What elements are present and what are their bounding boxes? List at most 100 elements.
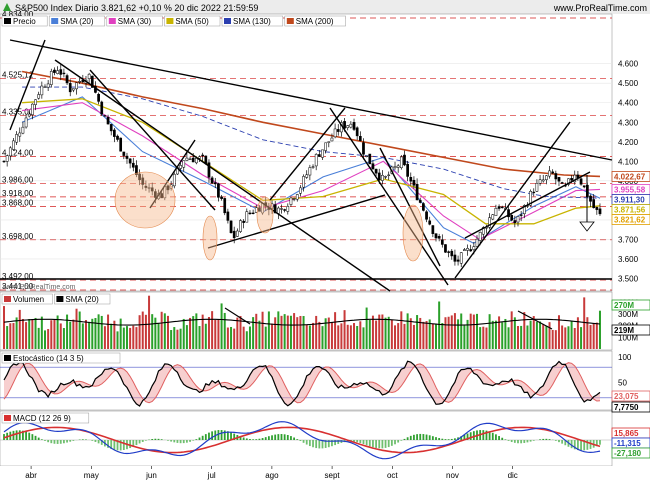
volume-bar bbox=[504, 318, 507, 349]
candle-body bbox=[327, 141, 331, 143]
candle-body bbox=[440, 239, 444, 245]
price-legend[interactable]: Precio SMA (20) SMA (30) SMA (50) SMA (130) S… bbox=[1, 15, 346, 27]
trendlines[interactable] bbox=[0, 39, 613, 292]
macd-histogram-bar bbox=[182, 440, 185, 444]
down-arrow-icon[interactable] bbox=[579, 175, 595, 232]
volume-bar bbox=[94, 318, 97, 349]
legend-item[interactable] bbox=[48, 15, 106, 27]
volume-trendline[interactable] bbox=[517, 310, 553, 330]
volume-bar bbox=[409, 318, 412, 349]
trendline-autumn-rise[interactable] bbox=[454, 121, 571, 279]
macd-histogram-bar bbox=[394, 440, 396, 445]
highlight-june-low[interactable] bbox=[202, 215, 218, 261]
volume-bar bbox=[340, 323, 343, 349]
volume-bar bbox=[239, 315, 242, 349]
macd-histogram-bar bbox=[37, 437, 40, 440]
candle-body bbox=[422, 203, 425, 211]
volume-bar bbox=[419, 317, 422, 349]
macd-histogram-bar bbox=[167, 440, 169, 441]
macd-histogram-bar bbox=[331, 440, 333, 447]
candle-body bbox=[456, 259, 460, 262]
volume-bar bbox=[113, 320, 116, 349]
candle-body bbox=[406, 163, 409, 177]
trendline-descending-support[interactable] bbox=[54, 59, 391, 292]
candle-body bbox=[289, 197, 293, 205]
trendline-early-rise[interactable] bbox=[9, 39, 46, 131]
highlight-sept-low[interactable] bbox=[402, 204, 424, 262]
macd-histogram-bar bbox=[44, 440, 46, 441]
volume-bar bbox=[185, 325, 188, 349]
legend-item[interactable] bbox=[1, 293, 53, 305]
volume-trendline[interactable] bbox=[224, 307, 251, 325]
price-panel bbox=[0, 13, 613, 292]
candle-body bbox=[463, 249, 466, 251]
volume-bar bbox=[15, 317, 18, 349]
volume-bar bbox=[482, 326, 485, 349]
price-level-label: 3.441,00 bbox=[2, 282, 34, 291]
macd-histogram-bar bbox=[81, 439, 84, 440]
trendline-sept-drop[interactable] bbox=[379, 147, 441, 267]
legend-item[interactable] bbox=[284, 15, 346, 27]
candle-body bbox=[235, 230, 239, 237]
macd-histogram-bar bbox=[245, 438, 248, 440]
volume-bar bbox=[469, 313, 472, 349]
volume-bar bbox=[258, 320, 261, 349]
candle-body bbox=[37, 94, 41, 99]
volume-bar bbox=[125, 326, 128, 349]
trendline-rally-support[interactable] bbox=[207, 194, 386, 249]
macd-histogram-bar bbox=[400, 440, 403, 441]
legend-item[interactable] bbox=[221, 15, 284, 27]
macd-histogram-bar bbox=[413, 434, 415, 440]
price-level-label: 3.986,00 bbox=[2, 176, 34, 185]
volume-bar bbox=[3, 306, 5, 349]
macd-histogram-bar bbox=[305, 440, 308, 445]
macd-histogram-bar bbox=[368, 440, 371, 447]
legend-label: Estocástico (14 3 5) bbox=[13, 354, 84, 363]
legend-item[interactable] bbox=[1, 352, 121, 364]
price-level-label: 3.492,00 bbox=[2, 272, 34, 281]
candle-body bbox=[529, 191, 532, 206]
trendline-main-resistance[interactable] bbox=[9, 39, 613, 161]
stochastic-legend[interactable]: Estocástico (14 3 5) bbox=[1, 352, 121, 364]
legend-item[interactable] bbox=[1, 15, 48, 27]
macd-histogram-bar bbox=[97, 440, 100, 444]
volume-bar bbox=[488, 314, 491, 349]
volume-bar bbox=[583, 297, 586, 349]
volume-bar bbox=[302, 316, 305, 349]
highlight-ellipses[interactable] bbox=[114, 171, 424, 262]
macd-legend[interactable]: MACD (12 26 9) bbox=[1, 412, 90, 424]
macd-histogram-bar bbox=[170, 440, 173, 442]
watermark-text: www.ProRealTime.com bbox=[2, 284, 76, 291]
legend-item[interactable] bbox=[54, 293, 111, 305]
candle-body bbox=[352, 122, 356, 130]
trendline-summer-rally[interactable] bbox=[269, 107, 346, 201]
volume-bar bbox=[50, 320, 53, 349]
trendline-autumn-support[interactable] bbox=[464, 171, 591, 239]
macd-histogram-bar bbox=[179, 440, 182, 444]
price-value-badge-label: 3.911,30 bbox=[614, 196, 645, 205]
volume-bar bbox=[472, 314, 475, 349]
macd-histogram-bar bbox=[198, 437, 201, 440]
volume-bar bbox=[211, 311, 214, 349]
volume-legend[interactable]: Volumen SMA (20) bbox=[1, 293, 111, 305]
macd-histogram-bar bbox=[403, 438, 406, 440]
macd-histogram-bar bbox=[299, 440, 302, 441]
legend-item[interactable] bbox=[106, 15, 163, 27]
macd-value-badge-label: 15,865 bbox=[614, 429, 639, 438]
candle-body bbox=[232, 230, 236, 239]
candle-body bbox=[548, 170, 551, 177]
trendline-swing-2[interactable] bbox=[149, 139, 196, 209]
legend-label: Precio bbox=[13, 17, 36, 26]
trendline-swing-1[interactable] bbox=[89, 69, 216, 211]
macd-histogram-bar bbox=[460, 436, 463, 440]
legend-item[interactable] bbox=[1, 412, 90, 424]
price-level-label: 4.525,12 bbox=[2, 70, 34, 79]
trendline-summer-decline[interactable] bbox=[329, 107, 449, 286]
volume-bar bbox=[491, 320, 494, 349]
highlight-may-low[interactable] bbox=[114, 171, 176, 229]
volume-bar bbox=[510, 311, 513, 349]
highlight-july-low[interactable] bbox=[256, 196, 274, 234]
macd-histogram-bar bbox=[252, 439, 255, 440]
candle-body bbox=[185, 157, 189, 161]
legend-item[interactable] bbox=[164, 15, 221, 27]
